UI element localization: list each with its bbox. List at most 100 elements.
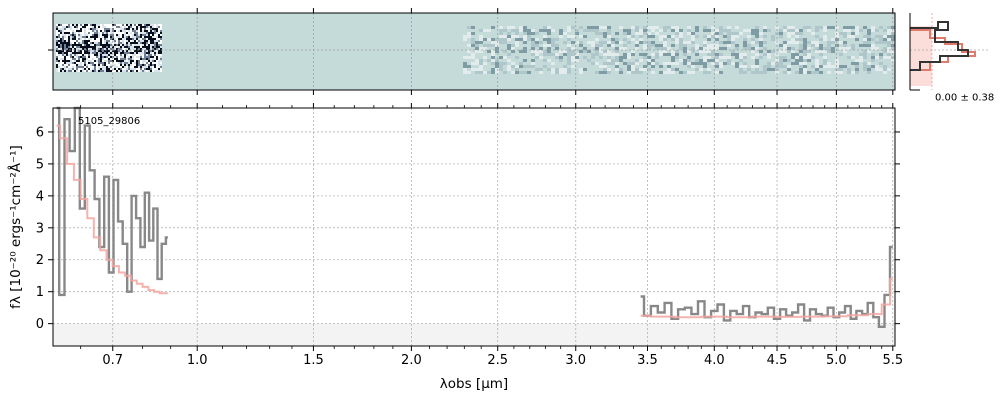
- spec2d-pixel: [747, 35, 751, 38]
- spec2d-pixel: [475, 71, 479, 74]
- spec2d-pixel: [623, 53, 627, 56]
- spec2d-pixel: [811, 56, 815, 59]
- spec2d-pixel: [158, 36, 160, 38]
- spec2d-pixel: [102, 36, 104, 38]
- spec2d-pixel: [154, 54, 156, 56]
- spec2d-pixel: [711, 59, 715, 62]
- spec2d-pixel: [126, 54, 128, 56]
- spec2d-pixel: [559, 71, 563, 74]
- x-tick-label: 4.5: [767, 353, 788, 368]
- spec2d-pixel: [94, 64, 96, 66]
- spec2d-pixel: [108, 66, 110, 68]
- spec2d-pixel: [803, 41, 807, 44]
- spec2d-pixel: [831, 47, 835, 50]
- spec2d-pixel: [156, 60, 158, 62]
- spec2d-pixel: [471, 32, 475, 35]
- spec2d-pixel: [138, 70, 140, 72]
- spec2d-pixel: [719, 56, 723, 59]
- spec2d-pixel: [495, 59, 499, 62]
- spec2d-pixel: [118, 60, 120, 62]
- spec2d-pixel: [120, 34, 122, 36]
- spec2d-pixel: [66, 46, 68, 48]
- spec2d-pixel: [823, 65, 827, 68]
- spec2d-pixel: [495, 50, 499, 53]
- spec2d-pixel: [140, 62, 142, 64]
- spec2d-pixel: [543, 50, 547, 53]
- spec2d-pixel: [635, 68, 639, 71]
- spec2d-pixel: [116, 26, 118, 28]
- spec2d-pixel: [607, 26, 611, 29]
- spec2d-pixel: [138, 58, 140, 60]
- spec2d-pixel: [727, 59, 731, 62]
- spec2d-pixel: [100, 54, 102, 56]
- spec2d-pixel: [599, 56, 603, 59]
- spec2d-pixel: [72, 60, 74, 62]
- spec2d-pixel: [84, 56, 86, 58]
- spec2d-pixel: [715, 59, 719, 62]
- spec2d-pixel: [715, 29, 719, 32]
- spec2d-pixel: [591, 29, 595, 32]
- spec2d-pixel: [711, 50, 715, 53]
- spec2d-pixel: [575, 53, 579, 56]
- spec2d-pixel: [142, 56, 144, 58]
- spec2d-pixel: [551, 62, 555, 65]
- x-tick-label: 5.0: [826, 353, 847, 368]
- spec2d-pixel: [763, 65, 767, 68]
- spec2d-pixel: [56, 58, 58, 60]
- spec2d-pixel: [839, 47, 843, 50]
- spec2d-pixel: [867, 65, 871, 68]
- spec2d-pixel: [687, 29, 691, 32]
- spec2d-pixel: [98, 38, 100, 40]
- spec2d-pixel: [807, 50, 811, 53]
- spec2d-pixel: [84, 32, 86, 34]
- y-tick-label: 5: [36, 157, 44, 172]
- spec2d-pixel: [66, 40, 68, 42]
- spec2d-pixel: [671, 50, 675, 53]
- spec2d-pixel: [475, 44, 479, 47]
- spec2d-pixel: [88, 28, 90, 30]
- spec2d-pixel: [64, 56, 66, 58]
- spec2d-pixel: [60, 56, 62, 58]
- spec2d-pixel: [110, 48, 112, 50]
- spec2d-pixel: [60, 42, 62, 44]
- spec2d-pixel: [707, 50, 711, 53]
- spec2d-pixel: [863, 41, 867, 44]
- spec2d-pixel: [64, 70, 66, 72]
- spec2d-pixel: [503, 62, 507, 65]
- spec2d-pixel: [70, 30, 72, 32]
- y-tick-label: 3: [36, 221, 44, 236]
- spec2d-pixel: [571, 47, 575, 50]
- spec2d-pixel: [671, 38, 675, 41]
- spec2d-pixel: [124, 32, 126, 34]
- spec2d-pixel: [88, 30, 90, 32]
- spec2d-pixel: [891, 59, 895, 62]
- spec2d-pixel: [783, 41, 787, 44]
- spec2d-pixel: [835, 35, 839, 38]
- spec2d-pixel: [675, 29, 679, 32]
- spec2d-grid: [53, 13, 895, 90]
- spec2d-pixel: [64, 68, 66, 70]
- spec1d-panel: 0.7 1.0 1.5 2.0 2.5 3.0 3.5 4.0 4.5 5.0 5.5 012345…: [7, 103, 903, 392]
- spec2d-pixel: [116, 42, 118, 44]
- spec2d-pixel: [126, 38, 128, 40]
- spec2d-pixel: [74, 38, 76, 40]
- spec2d-pixel: [843, 65, 847, 68]
- spec2d-pixel: [144, 70, 146, 72]
- spec2d-pixel: [118, 44, 120, 46]
- spec2d-pixel: [847, 47, 851, 50]
- spec2d-pixel: [56, 70, 58, 72]
- spec2d-pixel: [64, 60, 66, 62]
- spec2d-pixel: [104, 40, 106, 42]
- spec2d-pixel: [851, 32, 855, 35]
- spec2d-pixel: [607, 68, 611, 71]
- spec2d-pixel: [495, 47, 499, 50]
- spec2d-pixel: [150, 44, 152, 46]
- spec2d-pixel: [803, 56, 807, 59]
- spec2d-pixel: [58, 42, 60, 44]
- spec2d-pixel: [92, 40, 94, 42]
- spec2d-pixel: [811, 71, 815, 74]
- spec2d-pixel: [96, 70, 98, 72]
- spec2d-panel: [48, 8, 896, 95]
- spec2d-pixel: [130, 30, 132, 32]
- spec2d-pixel: [679, 47, 683, 50]
